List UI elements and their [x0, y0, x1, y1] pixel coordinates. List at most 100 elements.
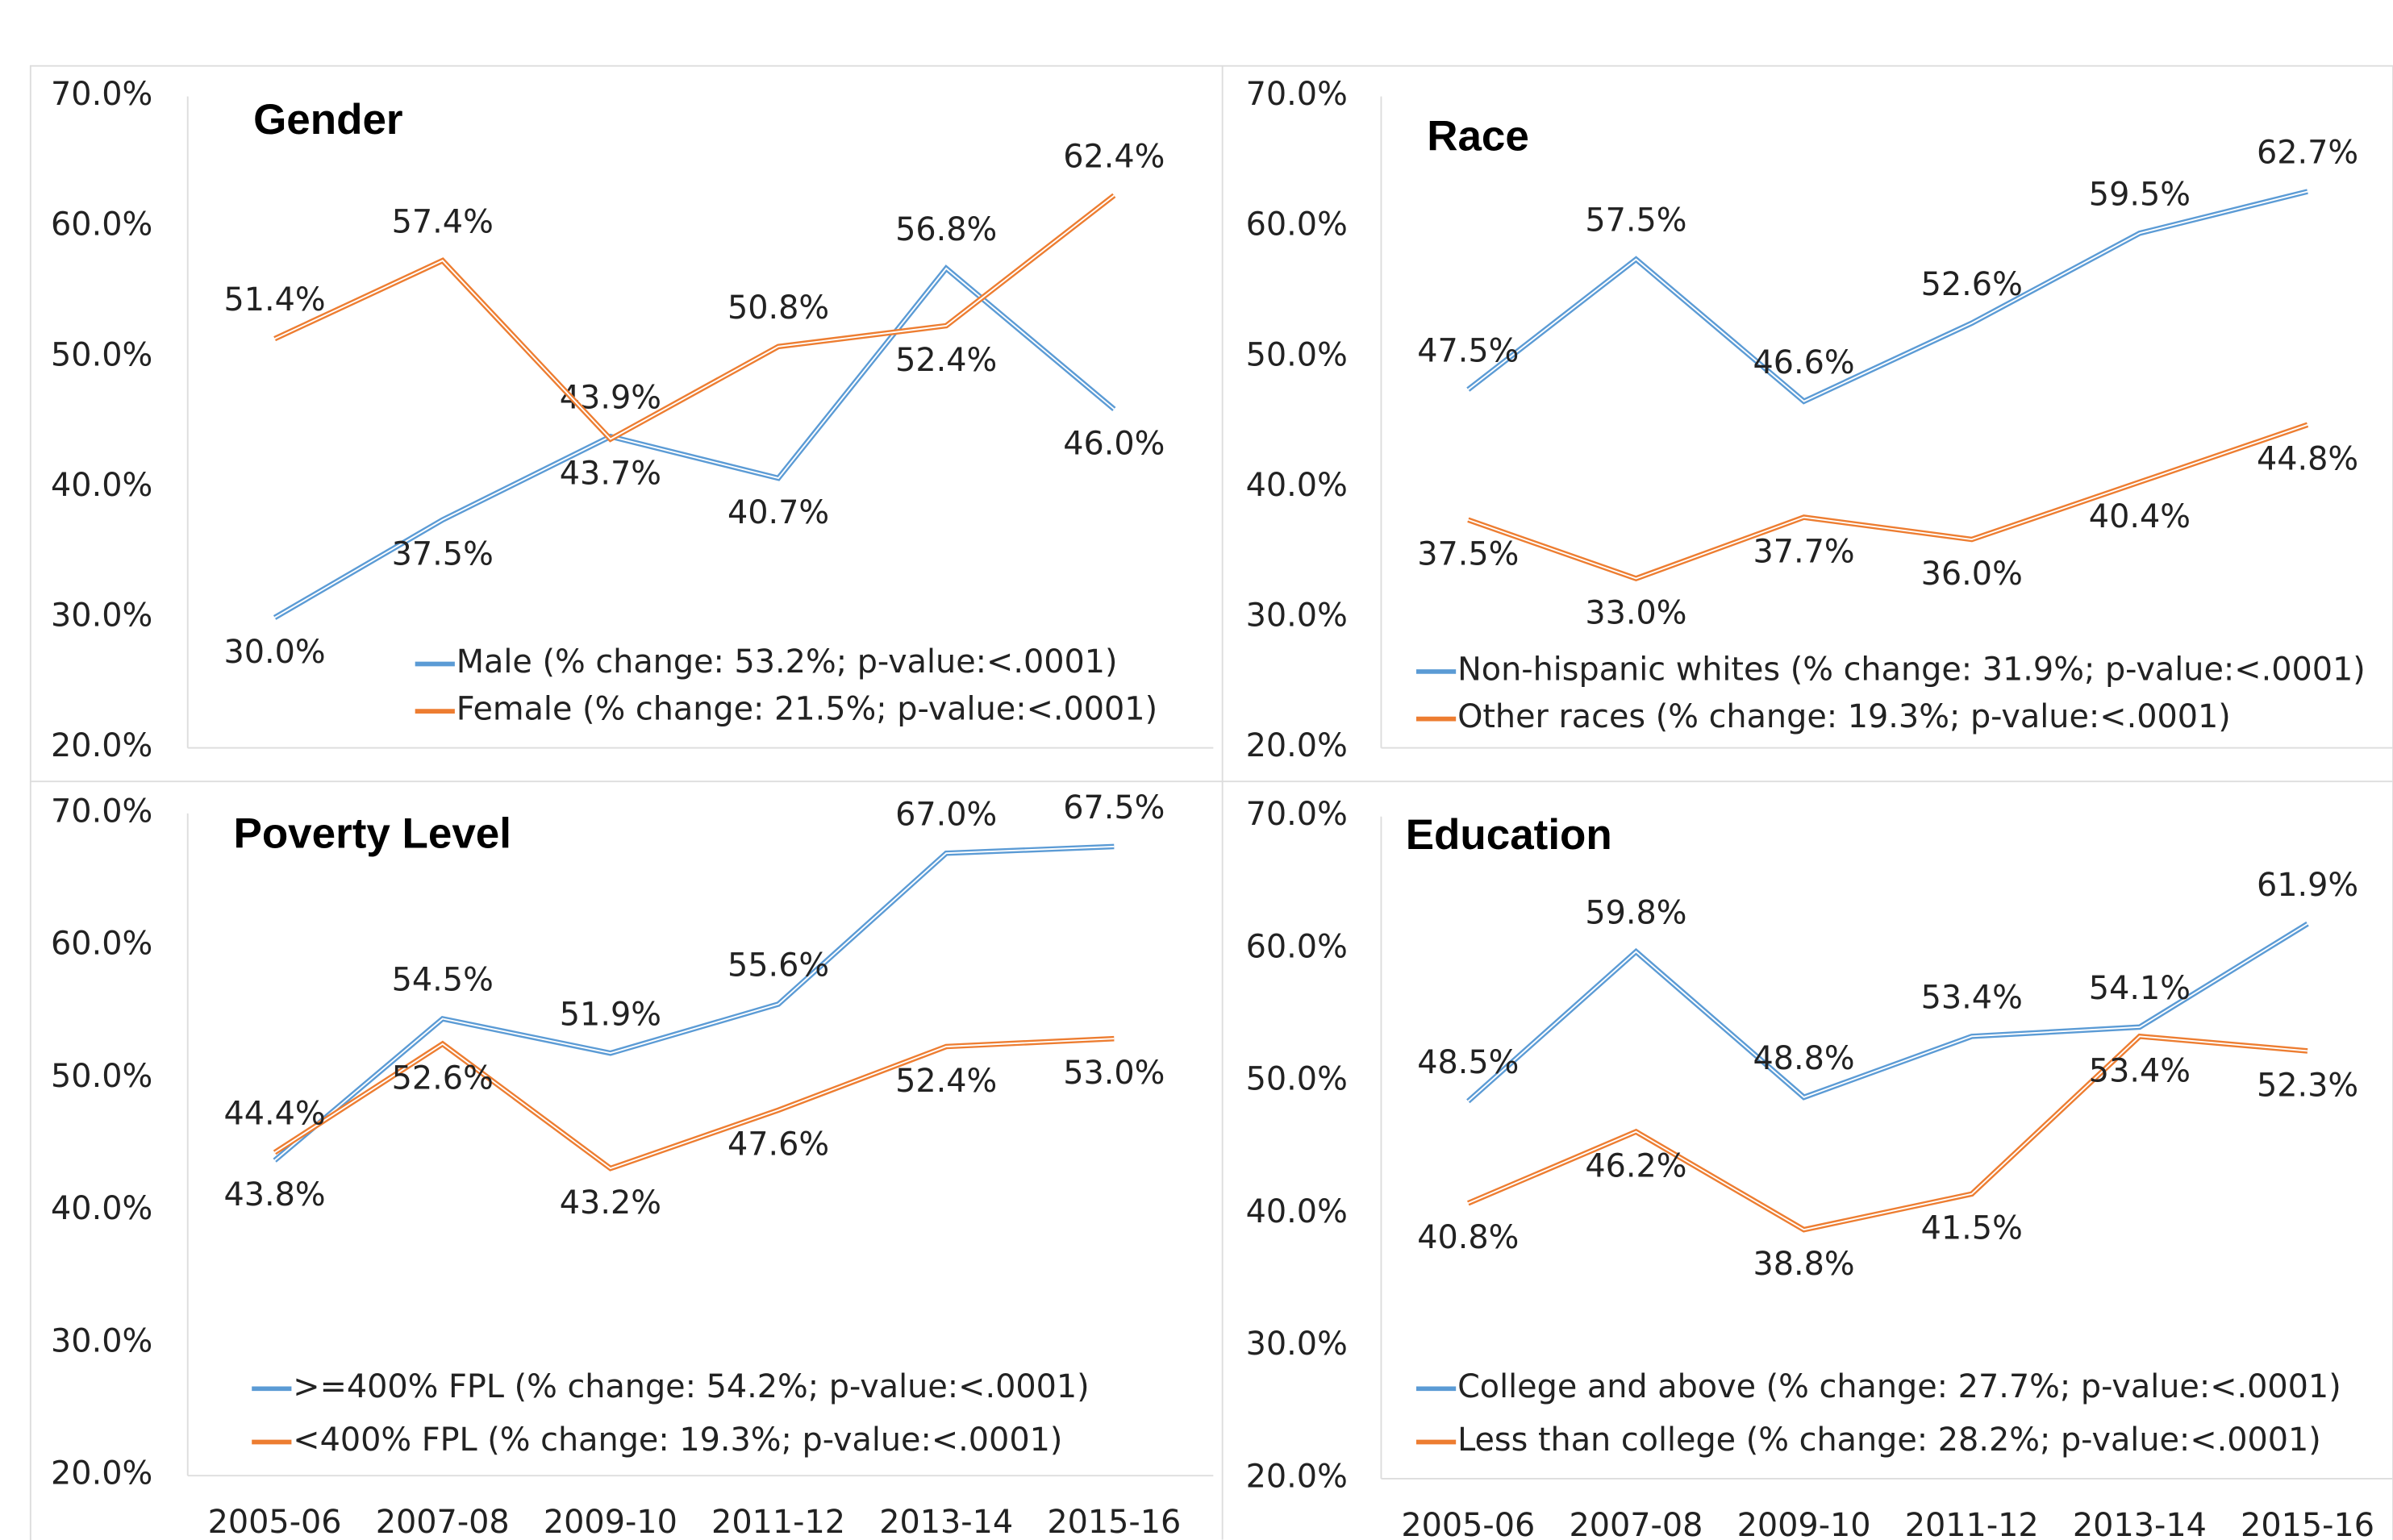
series-line-inner	[1467, 1035, 2308, 1231]
series-line-inner	[274, 1038, 1115, 1170]
y-tick-label: 60.0%	[51, 926, 152, 963]
y-tick-label: 70.0%	[1246, 76, 1348, 113]
value-label: 44.8%	[2257, 441, 2358, 478]
value-label: 43.7%	[560, 455, 661, 492]
x-tick-label: 2013-14	[2073, 1507, 2207, 1540]
value-label: 37.5%	[392, 536, 494, 573]
value-label: 43.9%	[560, 379, 661, 416]
y-tick-label: 70.0%	[1246, 796, 1348, 833]
series-line-inner	[274, 267, 1115, 618]
value-label: 37.7%	[1753, 533, 1855, 570]
value-label: 53.4%	[1921, 979, 2023, 1016]
series-line-inner	[273, 846, 1115, 1161]
value-label: 52.6%	[392, 1060, 494, 1097]
y-tick-label: 30.0%	[1246, 597, 1348, 634]
value-label: 51.4%	[224, 281, 326, 318]
chart-title: Poverty Level	[234, 810, 511, 857]
y-tick-label: 50.0%	[51, 1058, 152, 1095]
y-tick-label: 60.0%	[1246, 928, 1348, 965]
value-label: 62.4%	[1063, 138, 1165, 175]
x-tick-label: 2013-14	[879, 1504, 1013, 1540]
value-label: 38.8%	[1753, 1246, 1855, 1283]
y-tick-label: 30.0%	[51, 1322, 152, 1359]
legend-label: Female (% change: 21.5%; p-value:<.0001)	[457, 691, 1157, 728]
series-line-inner	[1467, 190, 2308, 402]
y-tick-label: 40.0%	[1246, 467, 1348, 504]
value-label: 55.6%	[727, 947, 829, 984]
value-label: 40.4%	[2089, 498, 2191, 535]
y-tick-label: 50.0%	[1246, 1061, 1348, 1098]
value-label: 40.8%	[1417, 1219, 1519, 1256]
series-line	[273, 1035, 1115, 1172]
legend-label: >=400% FPL (% change: 54.2%; p-value:<.0…	[293, 1368, 1089, 1405]
value-label: 46.2%	[1585, 1148, 1686, 1185]
value-label: 36.0%	[1921, 556, 2023, 593]
y-tick-label: 20.0%	[51, 727, 152, 764]
value-label: 54.5%	[392, 962, 494, 999]
y-tick-label: 50.0%	[1246, 336, 1348, 373]
value-label: 52.4%	[895, 1063, 997, 1100]
y-tick-label: 30.0%	[1246, 1326, 1348, 1363]
value-label: 57.4%	[392, 203, 494, 240]
legend-label: Male (% change: 53.2%; p-value:<.0001)	[457, 643, 1118, 681]
value-label: 62.7%	[2257, 135, 2358, 172]
y-tick-label: 20.0%	[1246, 727, 1348, 764]
y-tick-label: 40.0%	[1246, 1193, 1348, 1230]
value-label: 41.5%	[1921, 1210, 2023, 1247]
chart-title: Education	[1406, 811, 1612, 859]
x-tick-label: 2007-08	[1569, 1507, 1703, 1540]
x-tick-label: 2005-06	[208, 1504, 342, 1540]
value-label: 52.4%	[895, 342, 997, 379]
value-label: 53.0%	[1063, 1055, 1165, 1092]
value-label: 50.8%	[727, 289, 829, 327]
legend-label: Non-hispanic whites (% change: 31.9%; p-…	[1457, 651, 2366, 688]
value-label: 52.3%	[2257, 1067, 2358, 1104]
x-tick-label: 2015-16	[1047, 1504, 1181, 1540]
value-label: 67.0%	[895, 796, 997, 833]
y-tick-label: 20.0%	[51, 1455, 152, 1492]
x-tick-label: 2009-10	[1737, 1507, 1871, 1540]
value-label: 59.8%	[1585, 894, 1686, 931]
value-label: 59.5%	[2089, 176, 2191, 213]
legend-label: College and above (% change: 27.7%; p-va…	[1457, 1368, 2341, 1405]
series-line	[273, 843, 1115, 1163]
x-tick-label: 2011-12	[711, 1504, 845, 1540]
value-label: 33.0%	[1585, 594, 1686, 631]
value-label: 47.5%	[1417, 332, 1519, 369]
value-label: 44.4%	[224, 1095, 326, 1132]
value-label: 53.4%	[2089, 1052, 2191, 1089]
series-line-inner	[274, 194, 1115, 440]
value-label: 43.8%	[224, 1176, 326, 1213]
chart-title: Race	[1427, 113, 1529, 160]
y-tick-label: 20.0%	[1246, 1458, 1348, 1495]
y-tick-label: 60.0%	[51, 206, 152, 243]
y-tick-label: 70.0%	[51, 793, 152, 830]
value-label: 56.8%	[895, 211, 997, 248]
x-tick-label: 2015-16	[2241, 1507, 2374, 1540]
value-label: 48.8%	[1753, 1040, 1855, 1077]
value-label: 57.5%	[1585, 202, 1686, 239]
y-tick-label: 50.0%	[51, 336, 152, 373]
value-label: 46.0%	[1063, 425, 1165, 462]
series-line-inner	[1468, 423, 2308, 580]
series-line-inner	[1467, 922, 2308, 1102]
x-tick-label: 2005-06	[1401, 1507, 1535, 1540]
y-tick-label: 40.0%	[51, 467, 152, 504]
value-label: 61.9%	[2257, 867, 2358, 904]
y-tick-label: 70.0%	[51, 76, 152, 113]
value-label: 37.5%	[1417, 536, 1519, 573]
x-tick-label: 2007-08	[376, 1504, 510, 1540]
x-tick-label: 2009-10	[544, 1504, 677, 1540]
value-label: 47.6%	[727, 1126, 829, 1163]
y-tick-label: 60.0%	[1246, 206, 1348, 243]
value-label: 48.5%	[1417, 1044, 1519, 1081]
x-tick-label: 2011-12	[1905, 1507, 2039, 1540]
value-label: 43.2%	[560, 1184, 661, 1222]
value-label: 54.1%	[2089, 970, 2191, 1007]
y-tick-label: 40.0%	[51, 1190, 152, 1227]
y-tick-label: 30.0%	[51, 597, 152, 634]
value-label: 51.9%	[560, 996, 661, 1033]
frame	[29, 65, 2393, 1540]
